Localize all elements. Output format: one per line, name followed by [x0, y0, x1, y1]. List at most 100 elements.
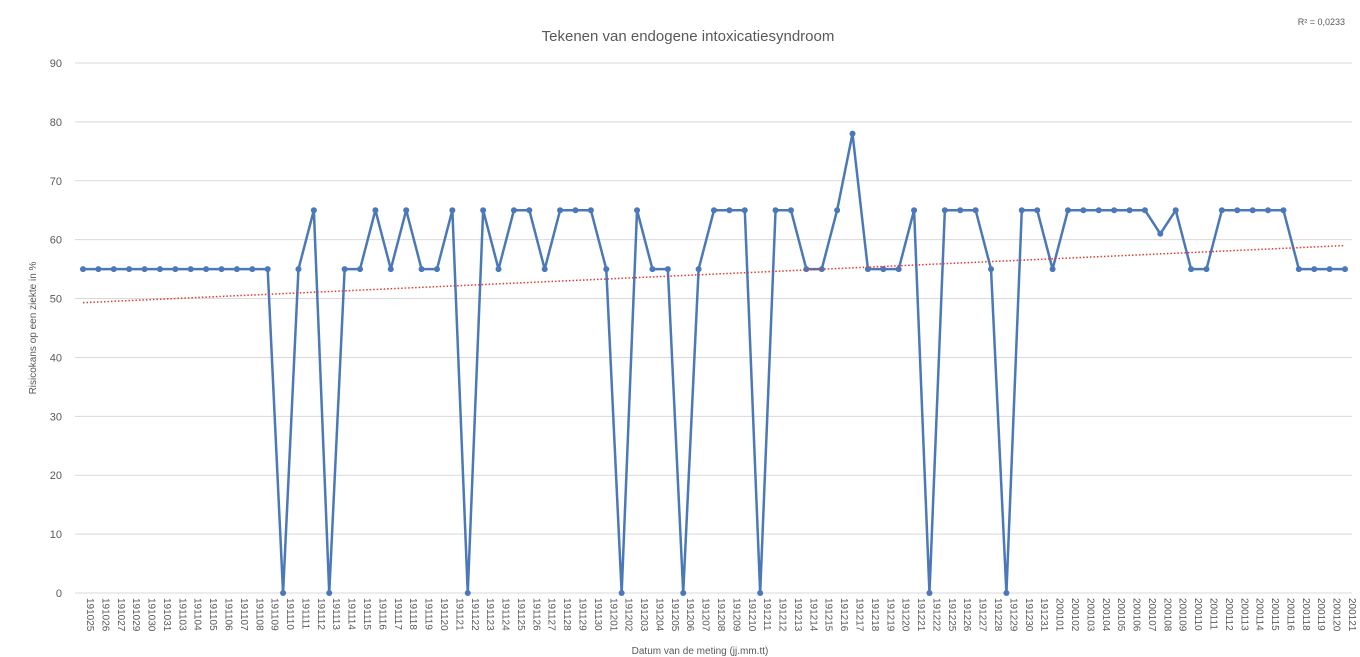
data-point: [1064, 207, 1071, 214]
x-tick-label: 191218: [869, 598, 880, 632]
data-point: [541, 266, 548, 273]
x-tick-label: 191123: [484, 598, 495, 631]
x-tick-label: 191210: [746, 598, 757, 632]
x-tick-label: 191110: [284, 598, 295, 630]
data-point: [187, 266, 194, 273]
x-tick-label: 191106: [223, 598, 234, 631]
x-tick-label: 191114: [346, 598, 357, 630]
data-point: [1188, 266, 1195, 273]
data-point: [480, 207, 487, 214]
x-tick-label: 200115: [1269, 598, 1280, 631]
x-tick-label: 191201: [607, 598, 618, 632]
x-tick-label: 200102: [1069, 598, 1080, 632]
data-point: [1157, 230, 1164, 237]
data-point: [972, 207, 979, 214]
data-point: [618, 590, 625, 596]
x-tick-label: 191128: [561, 598, 572, 631]
y-tick-label: 40: [50, 352, 62, 364]
x-tick-label: 191221: [915, 598, 926, 632]
x-tick-label: 200106: [1131, 598, 1142, 632]
x-tick-label: 191115: [361, 598, 372, 630]
data-point: [695, 266, 702, 273]
x-tick-label: 191227: [977, 598, 988, 632]
data-point: [264, 266, 271, 273]
data-point: [572, 207, 579, 214]
x-tick-label: 200101: [1054, 598, 1065, 632]
data-point: [433, 266, 440, 273]
x-tick-label: 191212: [777, 598, 788, 632]
data-point: [95, 266, 102, 273]
x-tick-label: 191215: [823, 598, 834, 632]
x-tick-label: 191104: [192, 598, 203, 631]
x-tick-label: 200104: [1100, 598, 1111, 632]
y-tick-label: 60: [50, 235, 62, 247]
y-tick-label: 50: [50, 294, 62, 306]
x-tick-label: 191108: [253, 598, 264, 631]
x-tick-label: 191127: [546, 598, 557, 631]
x-tick-label: 200113: [1238, 598, 1249, 631]
data-point: [218, 266, 225, 273]
trendline: [82, 244, 1346, 304]
data-point: [1342, 266, 1348, 273]
data-point: [711, 207, 717, 214]
x-tick-label: 191220: [900, 598, 911, 632]
data-point: [464, 590, 471, 596]
x-tick-label: 191208: [715, 598, 726, 632]
x-tick-label: 191203: [638, 598, 649, 632]
x-tick-label: 200112: [1223, 598, 1234, 631]
x-tick-label: 200107: [1146, 598, 1157, 632]
x-tick-label: 200119: [1315, 598, 1326, 631]
x-tick-label: 191027: [115, 598, 126, 632]
x-tick-label: 191124: [500, 598, 511, 631]
data-point: [849, 130, 856, 137]
x-tick-label: 191025: [84, 598, 95, 632]
data-point: [557, 207, 564, 214]
data-point: [1034, 207, 1041, 214]
x-tick-label: 191125: [515, 598, 526, 631]
data-point: [1003, 590, 1010, 596]
data-point: [664, 266, 671, 273]
x-tick-label: 191103: [176, 598, 187, 631]
data-point: [326, 590, 333, 596]
x-tick-label: 191216: [838, 598, 849, 632]
data-point: [1172, 207, 1179, 214]
x-tick-label: 200111: [1207, 598, 1218, 630]
x-tick-label: 191117: [392, 598, 403, 630]
x-tick-label: 191204: [653, 598, 664, 632]
data-point: [880, 266, 887, 273]
x-tick-label: 200109: [1177, 598, 1188, 632]
data-point: [357, 266, 364, 273]
x-tick-label: 191222: [930, 598, 941, 632]
x-tick-label: 200116: [1284, 598, 1295, 631]
data-point: [1018, 207, 1025, 214]
x-tick-label: 191126: [530, 598, 541, 631]
y-tick-label: 80: [50, 117, 62, 129]
x-tick-label: 191209: [730, 598, 741, 632]
x-tick-label: 191031: [161, 598, 172, 632]
data-point: [1049, 266, 1056, 273]
x-tick-label: 191111: [299, 598, 310, 630]
data-point: [449, 207, 456, 214]
x-tick-label: 191029: [130, 598, 141, 632]
x-tick-label: 200108: [1161, 598, 1172, 632]
data-point: [110, 266, 117, 273]
y-tick-label: 10: [50, 529, 62, 541]
data-point: [680, 590, 687, 596]
data-point: [1203, 266, 1210, 273]
data-point: [895, 266, 902, 273]
data-point: [372, 207, 379, 214]
data-point: [295, 266, 302, 273]
data-point: [1080, 207, 1087, 214]
x-tick-label: 191030: [146, 598, 157, 632]
data-point: [726, 207, 733, 214]
data-point: [387, 266, 394, 273]
data-point: [172, 266, 179, 273]
data-point: [649, 266, 656, 273]
data-point: [126, 266, 133, 273]
data-point: [772, 207, 779, 214]
data-point: [418, 266, 425, 273]
x-tick-label: 191228: [992, 598, 1003, 632]
data-point: [1218, 207, 1225, 214]
x-tick-label: 191214: [807, 598, 818, 632]
